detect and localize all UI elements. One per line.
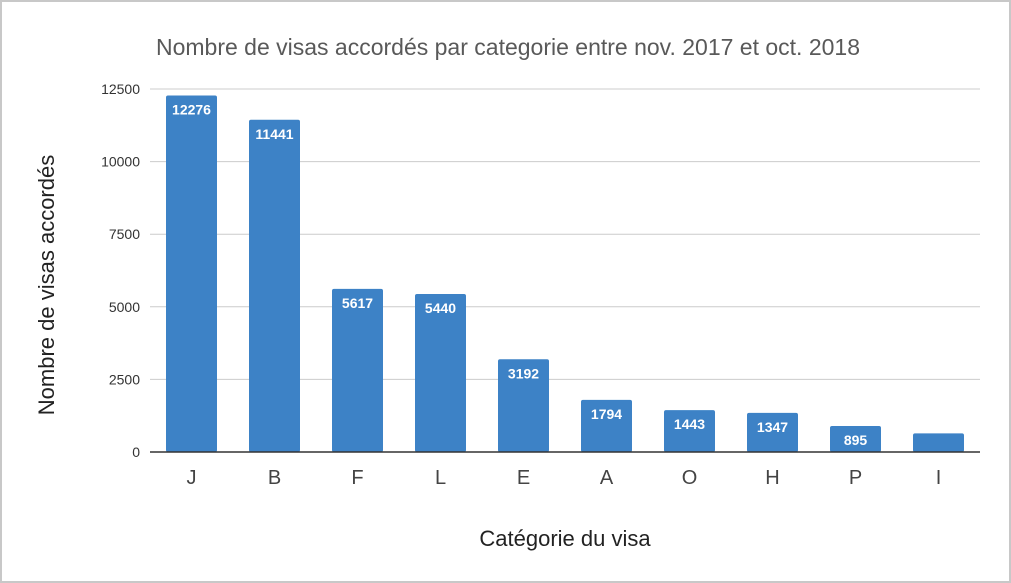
y-tick-labels: 0 2500 5000 7500 10000 12500 [101, 81, 140, 460]
data-label: 1794 [591, 406, 622, 422]
data-labels: 12276 11441 5617 5440 3192 1794 1443 1347 895 [172, 102, 867, 449]
y-axis-title: Nombre de visas accordés [34, 155, 59, 415]
bar [830, 426, 881, 452]
chart-title: Nombre de visas accordés par categorie e… [156, 34, 860, 60]
data-label: 12276 [172, 102, 211, 118]
y-tick-label: 10000 [101, 154, 140, 170]
y-tick-label: 0 [132, 444, 140, 460]
x-tick-label: E [517, 467, 530, 489]
x-tick-label: B [268, 467, 281, 489]
data-label: 5440 [425, 300, 456, 316]
data-label: 3192 [508, 365, 539, 381]
data-label: 1347 [757, 419, 788, 435]
x-tick-label: I [936, 467, 942, 489]
bars [166, 95, 964, 453]
x-tick-label: O [682, 467, 698, 489]
y-tick-label: 7500 [109, 226, 140, 242]
x-tick-label: F [351, 467, 363, 489]
y-tick-label: 2500 [109, 371, 140, 387]
x-tick-label: A [600, 467, 614, 489]
x-tick-label: J [187, 467, 197, 489]
x-tick-label: L [435, 467, 446, 489]
data-label: 895 [844, 432, 868, 448]
data-label: 1443 [674, 416, 705, 432]
bar [664, 410, 715, 452]
data-label: 5617 [342, 295, 373, 311]
bar [332, 288, 383, 452]
bar [581, 399, 632, 452]
x-tick-label: P [849, 467, 862, 489]
x-axis-title: Catégorie du visa [479, 526, 651, 551]
y-tick-label: 12500 [101, 81, 140, 97]
data-label: 11441 [255, 126, 293, 142]
bar [166, 95, 217, 453]
bar [498, 359, 549, 452]
x-tick-label: H [765, 467, 779, 489]
y-tick-label: 5000 [109, 299, 140, 315]
bar [415, 294, 466, 452]
bar [747, 412, 798, 452]
bar [249, 119, 300, 452]
bar [913, 433, 964, 452]
